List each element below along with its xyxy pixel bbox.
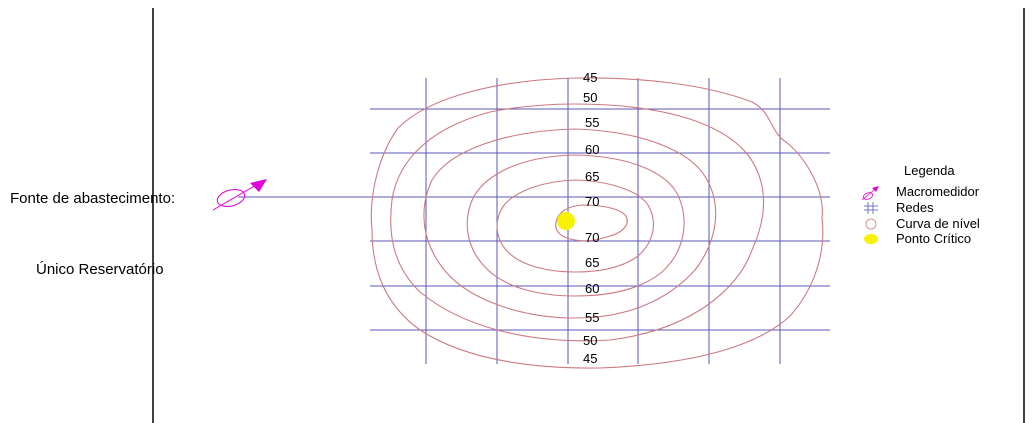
contour-label: 70: [585, 230, 599, 245]
legend-icon-curva: [865, 218, 877, 230]
legend-icon-redes: [864, 202, 878, 214]
macromedidor-icon: [212, 179, 267, 211]
legend-label: Redes: [896, 200, 934, 215]
legend: Legenda Macromedidor Redes Curva de níve…: [861, 163, 980, 246]
contour-label: 45: [583, 70, 597, 85]
contour-label: 55: [585, 310, 599, 325]
legend-label: Ponto Crítico: [896, 231, 971, 246]
contour-label: 50: [583, 333, 597, 348]
contour-label: 45: [583, 351, 597, 366]
contour-label: 70: [585, 194, 599, 209]
contour-label: 65: [585, 169, 599, 184]
legend-icon-ponto-critico: [864, 234, 878, 244]
critical-point: [557, 212, 575, 230]
contour-lines: [370, 77, 824, 369]
contour-label: 50: [583, 90, 597, 105]
network-grid: [370, 78, 830, 364]
contour-label: 55: [585, 115, 599, 130]
contour-label: 60: [585, 142, 599, 157]
contour-line-55: [423, 128, 717, 319]
contour-line-65: [496, 179, 654, 273]
source-label: Fonte de abastecimento:: [10, 190, 176, 207]
legend-icon-macromedidor: [861, 186, 879, 201]
contour-line-50: [390, 103, 765, 342]
legend-title: Legenda: [904, 163, 955, 178]
contour-line-60: [466, 154, 685, 297]
contour-line-45: [370, 77, 824, 369]
contour-labels-top: 45 50 55 60 65 70: [583, 70, 599, 209]
contour-labels-bottom: 70 65 60 55 50 45: [583, 230, 599, 366]
contour-label: 65: [585, 255, 599, 270]
contour-label: 60: [585, 281, 599, 296]
contour-line-70: [555, 204, 628, 242]
legend-label: Macromedidor: [896, 184, 980, 199]
reservoir-label: Único Reservatório: [36, 261, 164, 278]
legend-label: Curva de nível: [896, 216, 980, 231]
